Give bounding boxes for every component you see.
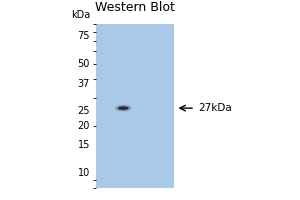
Text: 20: 20 [78,121,90,131]
Ellipse shape [118,106,129,110]
Text: 75: 75 [77,31,90,41]
Text: 10: 10 [78,168,90,178]
Text: 37: 37 [78,79,90,89]
Text: Western Blot: Western Blot [95,1,175,14]
Ellipse shape [115,105,131,112]
Text: 27kDa: 27kDa [198,103,232,113]
Text: 50: 50 [78,59,90,69]
Text: 15: 15 [78,140,90,150]
Text: kDa: kDa [71,10,90,20]
Text: 25: 25 [77,106,90,116]
